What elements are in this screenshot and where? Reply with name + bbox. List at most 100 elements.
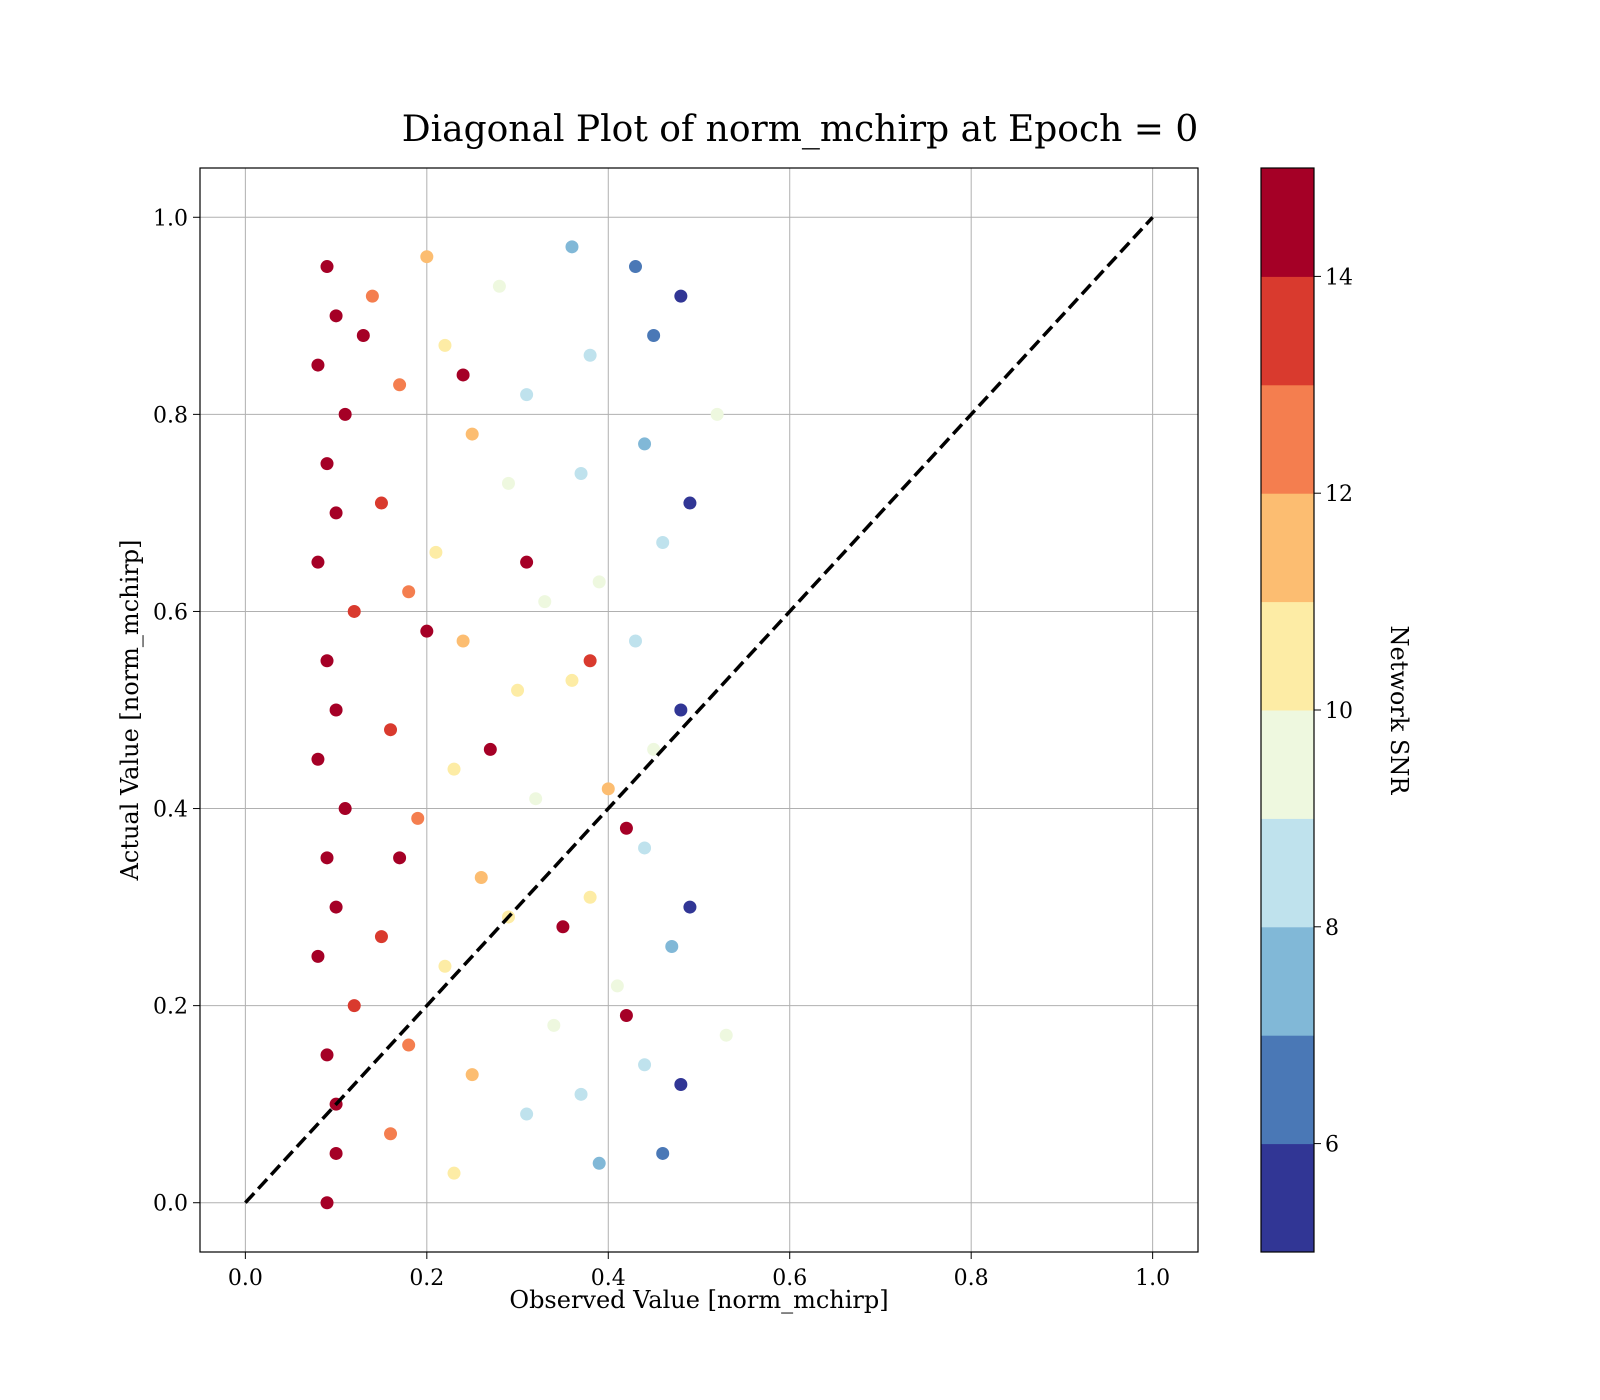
x-tick-label: 0.8	[954, 1266, 989, 1291]
scatter-point	[329, 703, 343, 717]
scatter-point	[529, 792, 543, 806]
scatter-point	[338, 407, 352, 421]
scatter-point	[710, 407, 724, 421]
scatter-point	[320, 260, 334, 274]
scatter-point	[320, 1196, 334, 1210]
scatter-point	[420, 250, 434, 264]
scatter-point	[619, 821, 633, 835]
colorbar-segment	[1261, 168, 1314, 277]
grid-lines	[200, 168, 1198, 1252]
y-tick-label: 1.0	[153, 206, 188, 231]
scatter-point	[447, 1166, 461, 1180]
scatter-point	[719, 1028, 733, 1042]
scatter-point	[501, 476, 515, 490]
scatter-point	[465, 427, 479, 441]
scatter-point	[429, 545, 443, 559]
scatter-point	[356, 329, 370, 343]
scatter-point	[628, 260, 642, 274]
scatter-point	[656, 535, 670, 549]
scatter-point	[665, 940, 679, 954]
scatter-point	[329, 1146, 343, 1160]
scatter-point	[311, 358, 325, 372]
scatter-point	[683, 900, 697, 914]
scatter-point	[456, 368, 470, 382]
scatter-point	[683, 496, 697, 510]
colorbar-tick-label: 6	[1325, 1133, 1339, 1158]
plot-frame	[199, 167, 1199, 1253]
scatter-point	[311, 752, 325, 766]
scatter-point	[592, 575, 606, 589]
scatter-point	[384, 1127, 398, 1141]
scatter-point	[447, 762, 461, 776]
scatter-point	[374, 930, 388, 944]
colorbar-segment	[1261, 818, 1314, 928]
scatter-point	[628, 634, 642, 648]
y-tick-label: 0.0	[153, 1192, 188, 1217]
y-tick-label: 0.2	[153, 995, 188, 1020]
colorbar	[1261, 168, 1314, 1253]
scatter-point	[511, 683, 525, 697]
scatter-point	[393, 378, 407, 392]
x-tick-label: 0.2	[409, 1266, 444, 1291]
scatter-point	[520, 1107, 534, 1121]
chart-title: Diagonal Plot of norm_mchirp at Epoch = …	[402, 109, 1199, 150]
scatter-point	[456, 634, 470, 648]
scatter-point	[674, 289, 688, 303]
scatter-point	[320, 457, 334, 471]
scatter-point	[638, 841, 652, 855]
colorbar-segment	[1261, 384, 1314, 494]
scatter-point	[619, 1008, 633, 1022]
scatter-point	[647, 329, 661, 343]
reference-diagonal-group	[244, 216, 1154, 1204]
scatter-point	[402, 585, 416, 599]
colorbar-tick-label: 8	[1325, 916, 1339, 941]
scatter-point	[365, 289, 379, 303]
scatter-point	[674, 1077, 688, 1091]
scatter-point	[674, 703, 688, 717]
scatter-point	[656, 1146, 670, 1160]
scatter-point	[329, 506, 343, 520]
scatter-point	[347, 999, 361, 1013]
y-axis-label: Actual Value [norm_mchirp]	[116, 540, 144, 882]
colorbar-segment	[1261, 601, 1314, 711]
scatter-point	[574, 466, 588, 480]
scatter-point	[520, 388, 534, 402]
scatter-point	[520, 555, 534, 569]
scatter-point	[374, 496, 388, 510]
scatter-point	[338, 802, 352, 816]
scatter-point	[592, 1156, 606, 1170]
x-axis-label: Observed Value [norm_mchirp]	[509, 1286, 888, 1314]
scatter-point	[411, 811, 425, 825]
scatter-point	[384, 723, 398, 737]
scatter-point	[610, 979, 624, 993]
x-tick-label: 0.4	[591, 1266, 626, 1291]
scatter-point	[565, 240, 579, 254]
y-tick-label: 0.4	[153, 798, 188, 823]
scatter-point	[320, 851, 334, 865]
scatter-point	[320, 654, 334, 668]
scatter-point	[320, 1048, 334, 1062]
colorbar-segment	[1261, 276, 1314, 386]
scatter-point	[402, 1038, 416, 1052]
scatter-point	[420, 624, 434, 638]
scatter-point	[347, 604, 361, 618]
colorbar-ticks: 6 8 10 12 14	[1314, 265, 1353, 1158]
scatter-point	[601, 782, 615, 796]
scatter-points	[311, 240, 733, 1210]
y-tick-label: 0.6	[153, 600, 188, 625]
scatter-point	[329, 900, 343, 914]
scatter-point	[583, 890, 597, 904]
x-tick-label: 0.6	[772, 1266, 807, 1291]
colorbar-tick-label: 12	[1325, 482, 1353, 507]
scatter-point	[474, 871, 488, 885]
reference-diagonal-line	[244, 216, 1154, 1204]
y-tick-label: 0.8	[153, 403, 188, 428]
scatter-point	[638, 437, 652, 451]
scatter-point	[393, 851, 407, 865]
colorbar-tick-label: 14	[1325, 265, 1353, 290]
scatter-point	[583, 348, 597, 362]
colorbar-segment	[1261, 710, 1314, 819]
scatter-point	[565, 673, 579, 687]
scatter-point	[574, 1087, 588, 1101]
